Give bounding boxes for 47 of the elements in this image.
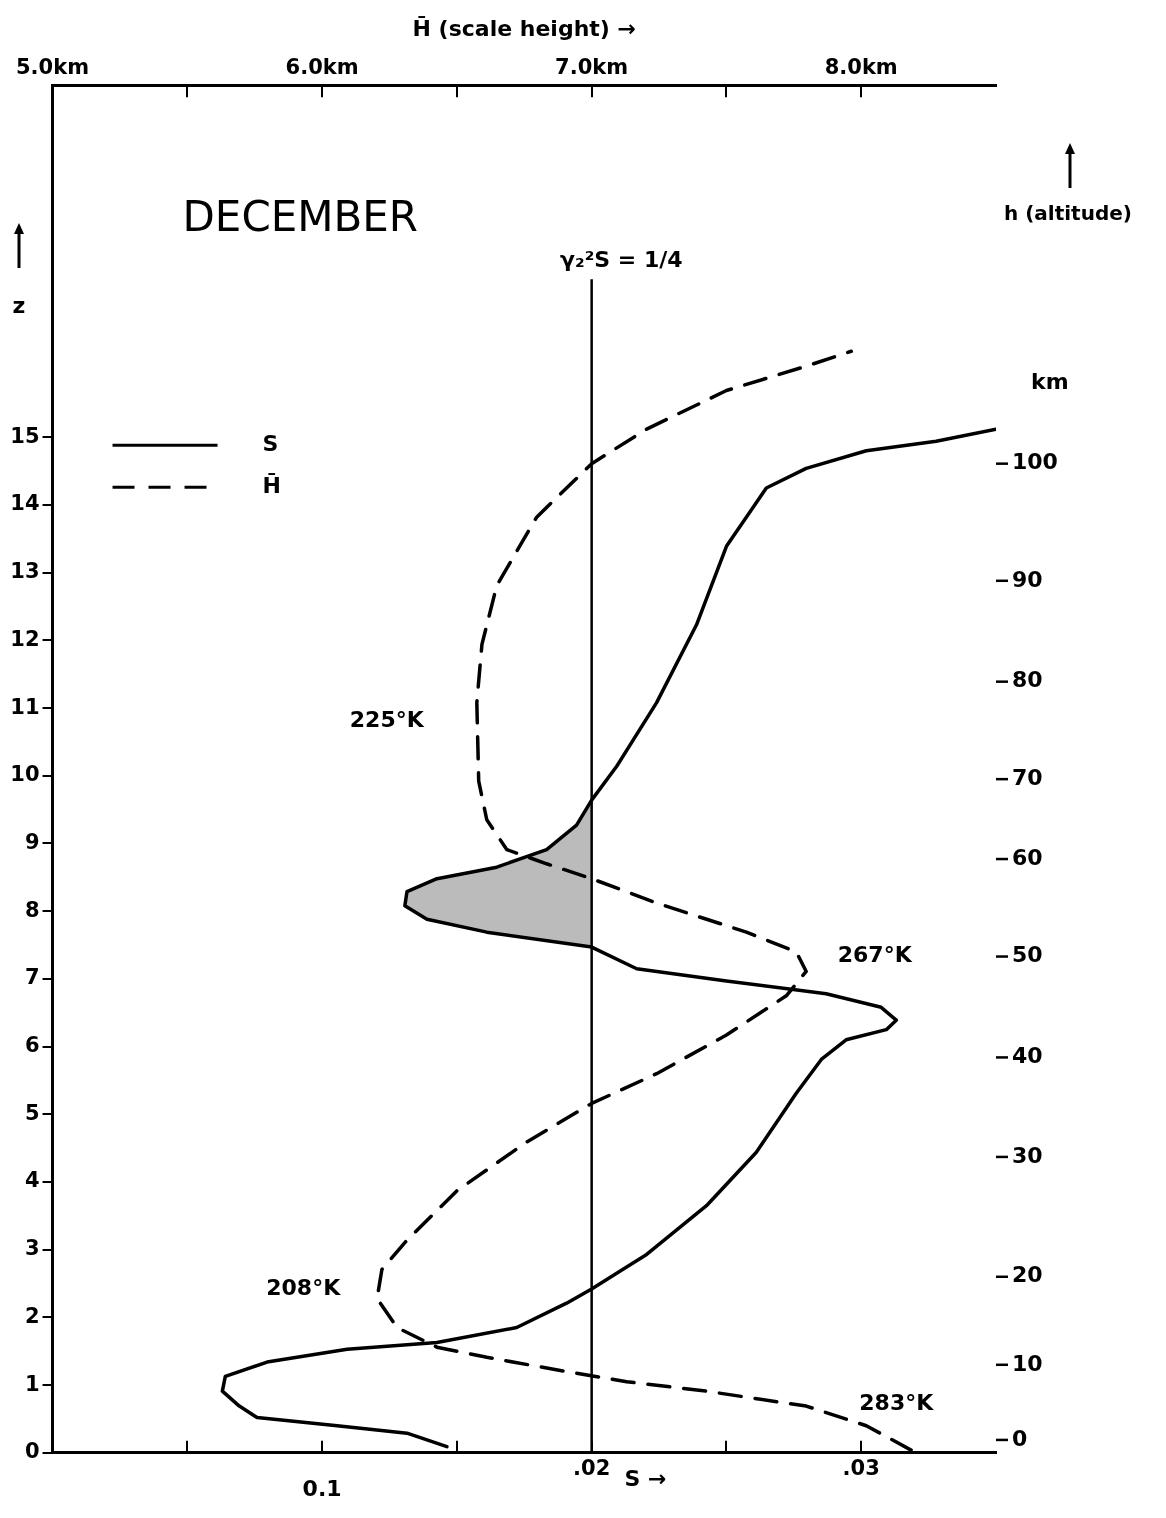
legend-label: S: [262, 430, 279, 456]
text: 80: [1012, 667, 1043, 693]
x2-tick-label: 5.0km: [15, 55, 90, 80]
y-tick-label: 8: [24, 897, 40, 922]
y-tick-label: 10: [10, 762, 40, 787]
annotation: γ₂²S = 1/4: [560, 246, 683, 272]
y-tick-label: 5: [24, 1100, 40, 1125]
y-axis-title: z: [12, 292, 26, 318]
legend-label: H̄: [262, 472, 281, 498]
x-tick-label: .02: [573, 1455, 611, 1480]
y-tick-label: 15: [10, 423, 40, 448]
annotation: 225°K: [349, 707, 425, 733]
y-tick-label: 13: [10, 559, 40, 584]
x-axis-title: S →: [624, 1465, 667, 1491]
y-tick-label: 6: [24, 1033, 40, 1058]
y-tick-label: 11: [10, 694, 40, 719]
y-tick-label: 1: [24, 1371, 40, 1396]
text: 70: [1012, 764, 1043, 790]
annotation: 208°K: [266, 1274, 342, 1300]
annotation: 267°K: [837, 942, 913, 968]
y-tick-label: 0: [24, 1439, 40, 1464]
y-tick-label: 4: [24, 1168, 40, 1193]
y-tick-label: 9: [24, 829, 40, 854]
x2-tick-label: 8.0km: [824, 55, 898, 80]
y-tick-label: 14: [10, 491, 40, 516]
y-tick-label: 7: [24, 965, 40, 990]
y-tick-label: 2: [24, 1303, 40, 1328]
text: 40: [1012, 1043, 1043, 1069]
y-tick-label: 3: [24, 1236, 40, 1261]
y-tick-label: 12: [10, 626, 40, 651]
x2-axis-title: H̄ (scale height) →: [412, 15, 636, 41]
text: 60: [1012, 844, 1043, 870]
text: 100: [1012, 449, 1058, 475]
text: 10: [1012, 1350, 1043, 1376]
text: 0.1: [302, 1475, 342, 1501]
text: 20: [1012, 1262, 1043, 1288]
x-tick-label: .03: [842, 1455, 880, 1480]
text: 50: [1012, 942, 1043, 968]
text: DECEMBER: [182, 192, 419, 242]
text: km: [1031, 368, 1069, 394]
x2-tick-label: 6.0km: [285, 55, 359, 80]
y2-axis-title: h (altitude): [1004, 201, 1132, 226]
text: 30: [1012, 1142, 1043, 1168]
annotation: 283°K: [859, 1389, 935, 1415]
text: 90: [1012, 566, 1043, 592]
text: 0: [1012, 1425, 1028, 1451]
x2-tick-label: 7.0km: [555, 55, 629, 80]
